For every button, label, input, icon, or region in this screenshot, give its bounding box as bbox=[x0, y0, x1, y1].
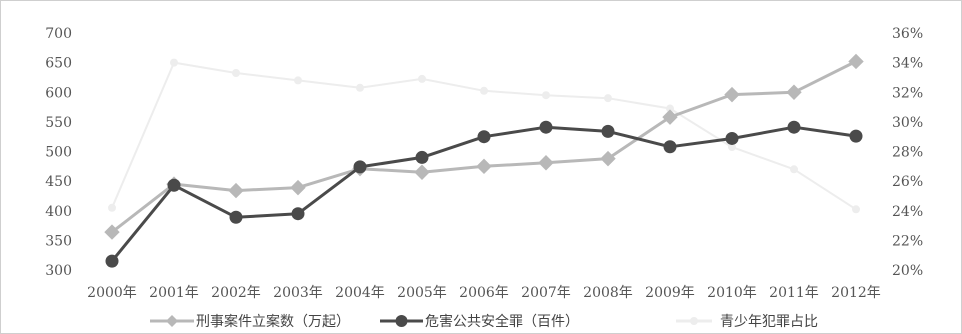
legend-marker-1 bbox=[166, 315, 178, 327]
series-3-point bbox=[790, 165, 798, 174]
series-3-point bbox=[542, 91, 550, 100]
x-axis-tick-label: 2009年 bbox=[645, 285, 695, 301]
left-axis-tick-label: 300 bbox=[45, 263, 72, 279]
series-2-point bbox=[291, 207, 305, 221]
left-axis-tick-label: 650 bbox=[45, 56, 72, 72]
series-layer bbox=[104, 53, 864, 268]
series-2-point bbox=[601, 124, 615, 138]
series-3-point bbox=[294, 76, 302, 85]
right-axis-tick-label: 24% bbox=[892, 204, 923, 220]
legend-label-3: 青少年犯罪占比 bbox=[720, 314, 818, 330]
series-3-point bbox=[852, 205, 860, 214]
right-axis-tick-label: 26% bbox=[892, 174, 923, 190]
series-1-point bbox=[476, 158, 492, 175]
series-1-point bbox=[600, 150, 616, 167]
right-axis: 20% 22% 24% 26% 28% 30% 32% 34% 36% bbox=[892, 26, 923, 279]
x-axis-tick-label: 2011年 bbox=[769, 285, 819, 301]
right-axis-tick-label: 22% bbox=[892, 233, 923, 249]
legend-label-2: 危害公共安全罪（百件） bbox=[425, 313, 579, 330]
left-axis-tick-label: 400 bbox=[45, 204, 72, 220]
series-2-point bbox=[415, 150, 429, 164]
x-axis-tick-label: 2000年 bbox=[87, 285, 137, 301]
series-2-point bbox=[539, 120, 553, 134]
series-1-point bbox=[848, 53, 864, 70]
left-axis: 300 350 400 450 500 550 600 650 700 bbox=[45, 26, 72, 279]
series-2-point bbox=[849, 129, 863, 143]
legend-label-1: 刑事案件立案数（万起） bbox=[196, 313, 350, 330]
series-1-point bbox=[724, 86, 740, 103]
right-axis-tick-label: 34% bbox=[892, 56, 923, 72]
series-2-point bbox=[725, 131, 739, 145]
series-2-point bbox=[477, 130, 491, 144]
x-axis-tick-label: 2005年 bbox=[397, 285, 447, 301]
x-axis-tick-label: 2007年 bbox=[521, 285, 571, 301]
x-axis-tick-label: 2010年 bbox=[707, 285, 757, 301]
right-axis-tick-label: 28% bbox=[892, 145, 923, 161]
x-axis-tick-label: 2001年 bbox=[149, 285, 199, 301]
series-1-point bbox=[290, 179, 306, 196]
series-2-point bbox=[105, 254, 119, 268]
series-3-point bbox=[480, 86, 488, 95]
left-axis-tick-label: 550 bbox=[45, 115, 72, 131]
legend-marker-3 bbox=[690, 317, 698, 325]
right-axis-tick-label: 32% bbox=[892, 85, 923, 101]
x-axis-tick-label: 2004年 bbox=[335, 285, 385, 301]
series-1-point bbox=[414, 164, 430, 180]
series-2-point bbox=[787, 120, 801, 134]
legend-marker-2 bbox=[395, 315, 408, 327]
left-axis-tick-label: 600 bbox=[45, 85, 72, 101]
series-1-point bbox=[228, 182, 244, 199]
x-axis-tick-label: 2003年 bbox=[273, 285, 323, 301]
right-axis-tick-label: 36% bbox=[892, 26, 923, 42]
x-axis-tick-label: 2012年 bbox=[831, 285, 881, 301]
left-axis-tick-label: 350 bbox=[45, 233, 72, 249]
series-3-point bbox=[728, 143, 736, 152]
series-2-point bbox=[663, 140, 677, 154]
series-3-point bbox=[604, 94, 612, 103]
right-axis-tick-label: 20% bbox=[892, 263, 923, 279]
series-2-point bbox=[353, 160, 367, 174]
x-axis-tick-label: 2008年 bbox=[583, 285, 633, 301]
series-2-point bbox=[229, 210, 243, 224]
series-1-point bbox=[662, 109, 678, 125]
series-3-point bbox=[418, 74, 426, 83]
series-1-point bbox=[786, 84, 802, 100]
series-3-point bbox=[666, 104, 674, 113]
series-2-point bbox=[167, 178, 181, 192]
series-3-point bbox=[232, 68, 240, 77]
series-1-point bbox=[104, 224, 120, 240]
right-axis-tick-label: 30% bbox=[892, 115, 923, 131]
left-axis-tick-label: 500 bbox=[45, 145, 72, 161]
series-3-point bbox=[108, 203, 116, 212]
left-axis-tick-label: 700 bbox=[45, 26, 72, 42]
x-axis-tick-label: 2002年 bbox=[211, 285, 261, 301]
x-axis-tick-label: 2006年 bbox=[459, 285, 509, 301]
left-axis-tick-label: 450 bbox=[45, 174, 72, 190]
legend: 刑事案件立案数（万起） 危害公共安全罪（百件） 青少年犯罪占比 bbox=[150, 313, 818, 330]
series-1-point bbox=[538, 155, 554, 171]
series-3-point bbox=[170, 58, 178, 67]
series-3-point bbox=[356, 83, 364, 92]
x-axis: 2000年 2001年 2002年 2003年 2004年 2005年 2006年 2007年… bbox=[87, 285, 881, 301]
